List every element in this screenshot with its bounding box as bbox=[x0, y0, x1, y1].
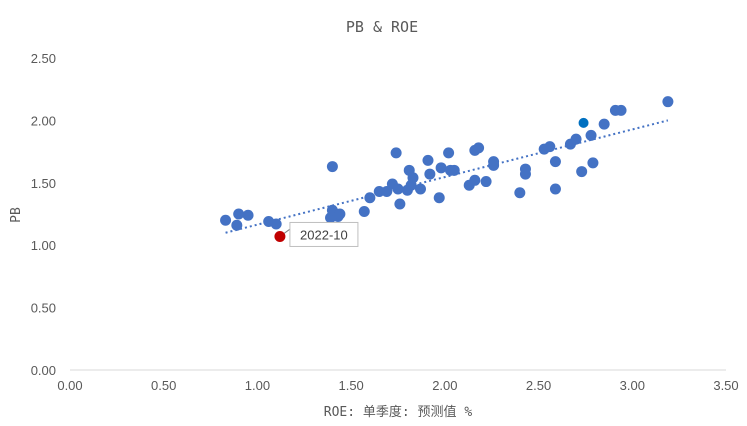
y-tick-label: 1.50 bbox=[31, 176, 56, 191]
data-point bbox=[514, 187, 526, 199]
data-points-layer bbox=[220, 96, 674, 231]
x-tick-label: 3.50 bbox=[713, 378, 738, 393]
data-point bbox=[448, 164, 460, 176]
y-tick-label: 0.00 bbox=[31, 363, 56, 378]
data-point bbox=[394, 198, 406, 210]
x-tick-label: 0.00 bbox=[57, 378, 82, 393]
y-tick-label: 2.00 bbox=[31, 113, 56, 128]
x-tick-label: 0.50 bbox=[151, 378, 176, 393]
data-point bbox=[242, 209, 254, 221]
x-tick-labels: 0.00 0.50 1.00 1.50 2.00 2.50 3.00 3.50 bbox=[57, 378, 738, 393]
data-point bbox=[576, 166, 588, 178]
data-point bbox=[615, 104, 627, 116]
data-point bbox=[469, 174, 481, 186]
trendline-layer bbox=[225, 119, 669, 234]
y-tick-label: 0.50 bbox=[31, 301, 56, 316]
recent-highlight-point bbox=[578, 117, 589, 128]
y-tick-labels: 0.00 0.50 1.00 1.50 2.00 2.50 bbox=[31, 51, 56, 378]
chart-title: PB & ROE bbox=[346, 18, 418, 36]
highlight-point bbox=[274, 230, 286, 242]
data-point bbox=[435, 162, 447, 174]
data-point bbox=[231, 219, 243, 231]
data-point bbox=[519, 163, 531, 175]
x-tick-label: 1.00 bbox=[245, 378, 270, 393]
data-point bbox=[358, 206, 370, 218]
x-axis-label: ROE: 单季度: 预测值 % bbox=[324, 404, 473, 420]
highlight-label: 2022-10 bbox=[300, 227, 348, 242]
y-tick-label: 1.00 bbox=[31, 238, 56, 253]
highlight-layer: 2022-10 bbox=[274, 117, 589, 247]
data-point bbox=[544, 141, 556, 153]
data-point bbox=[381, 186, 393, 198]
data-point bbox=[587, 157, 599, 169]
data-point bbox=[488, 159, 500, 171]
callout-box bbox=[289, 221, 359, 247]
data-point bbox=[233, 208, 245, 220]
data-point bbox=[424, 168, 436, 180]
data-point bbox=[480, 176, 492, 188]
data-point bbox=[473, 142, 485, 154]
data-point bbox=[326, 161, 338, 173]
data-point bbox=[422, 154, 434, 166]
y-tick-label: 2.50 bbox=[31, 51, 56, 66]
data-point bbox=[598, 118, 610, 130]
data-point bbox=[585, 129, 597, 141]
data-point bbox=[334, 208, 346, 220]
trendline bbox=[225, 119, 669, 234]
x-tick-label: 1.50 bbox=[338, 378, 363, 393]
data-point bbox=[270, 218, 282, 230]
data-point bbox=[443, 147, 455, 159]
data-point bbox=[549, 156, 561, 168]
data-point bbox=[414, 183, 426, 195]
data-point bbox=[220, 214, 232, 226]
data-point bbox=[433, 192, 445, 204]
x-tick-label: 3.00 bbox=[620, 378, 645, 393]
data-point bbox=[364, 192, 376, 204]
data-point bbox=[662, 96, 674, 108]
x-tick-label: 2.50 bbox=[526, 378, 551, 393]
data-point bbox=[570, 133, 582, 145]
data-point bbox=[549, 183, 561, 195]
data-point bbox=[392, 183, 404, 195]
data-point bbox=[390, 147, 402, 159]
y-axis-label: PB bbox=[9, 207, 24, 223]
data-point bbox=[407, 172, 419, 184]
x-tick-label: 2.00 bbox=[432, 378, 457, 393]
